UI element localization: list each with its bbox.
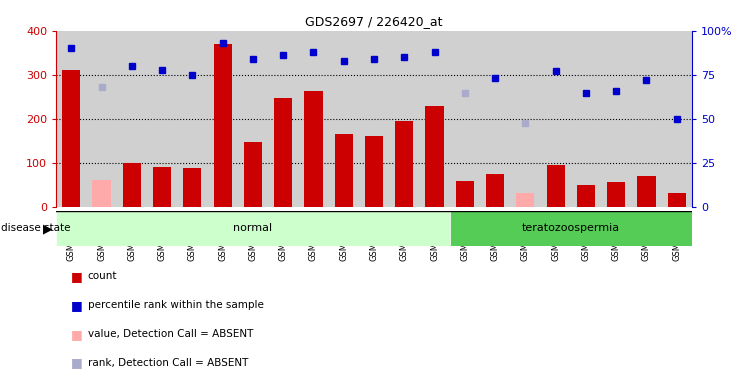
- Bar: [541, 31, 571, 207]
- Bar: [631, 31, 662, 207]
- Bar: [547, 166, 565, 207]
- Bar: [359, 31, 389, 207]
- Bar: [637, 177, 655, 207]
- Bar: [601, 31, 631, 207]
- Bar: [62, 70, 80, 207]
- Bar: [244, 142, 262, 207]
- Bar: [577, 185, 595, 207]
- Bar: [153, 167, 171, 207]
- Text: teratozoospermia: teratozoospermia: [522, 223, 620, 233]
- Bar: [268, 31, 298, 207]
- Bar: [456, 181, 474, 207]
- Text: ■: ■: [71, 299, 83, 312]
- Bar: [274, 98, 292, 207]
- Bar: [486, 174, 504, 207]
- Text: ■: ■: [71, 270, 83, 283]
- Text: ■: ■: [71, 356, 83, 369]
- Text: ■: ■: [71, 328, 83, 341]
- Bar: [510, 31, 541, 207]
- Bar: [395, 121, 414, 207]
- Bar: [238, 31, 268, 207]
- Bar: [365, 136, 383, 207]
- Bar: [147, 31, 177, 207]
- Bar: [450, 31, 480, 207]
- Text: disease state: disease state: [1, 223, 70, 233]
- Bar: [56, 211, 450, 246]
- Bar: [298, 31, 328, 207]
- Bar: [426, 106, 444, 207]
- Title: GDS2697 / 226420_at: GDS2697 / 226420_at: [305, 15, 443, 28]
- Bar: [328, 31, 359, 207]
- Text: normal: normal: [233, 223, 272, 233]
- Bar: [334, 134, 353, 207]
- Text: percentile rank within the sample: percentile rank within the sample: [88, 300, 263, 310]
- Bar: [123, 163, 141, 207]
- Bar: [177, 31, 207, 207]
- Bar: [571, 31, 601, 207]
- Bar: [420, 31, 450, 207]
- Text: count: count: [88, 271, 117, 281]
- Bar: [450, 211, 692, 246]
- Bar: [56, 31, 86, 207]
- Bar: [86, 31, 117, 207]
- Bar: [516, 193, 535, 207]
- Bar: [117, 31, 147, 207]
- Bar: [207, 31, 238, 207]
- Text: rank, Detection Call = ABSENT: rank, Detection Call = ABSENT: [88, 358, 248, 368]
- Bar: [480, 31, 510, 207]
- Bar: [607, 182, 625, 207]
- Bar: [183, 169, 201, 207]
- Bar: [304, 91, 322, 207]
- Bar: [662, 31, 692, 207]
- Bar: [389, 31, 420, 207]
- Bar: [93, 180, 111, 207]
- Bar: [213, 44, 232, 207]
- Text: ▶: ▶: [43, 222, 52, 235]
- Bar: [668, 193, 686, 207]
- Text: value, Detection Call = ABSENT: value, Detection Call = ABSENT: [88, 329, 253, 339]
